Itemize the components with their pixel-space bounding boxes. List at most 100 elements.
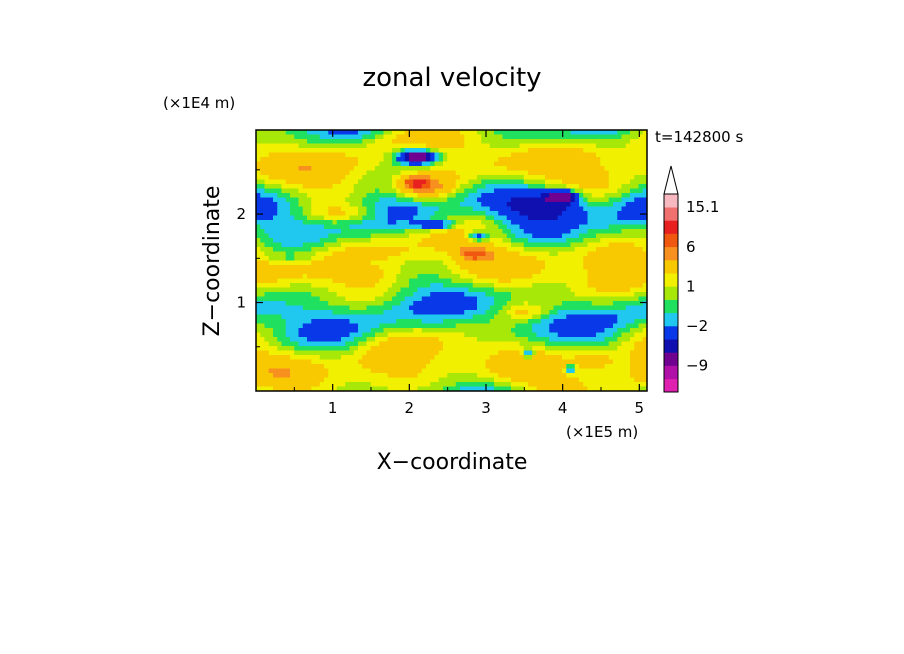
- contour-cell: [383, 323, 389, 329]
- contour-cell: [494, 287, 499, 293]
- contour-cell: [413, 202, 419, 208]
- contour-cell: [302, 346, 308, 352]
- contour-cell: [370, 220, 376, 226]
- contour-cell: [625, 301, 631, 307]
- contour-cell: [566, 359, 572, 365]
- contour-cell: [383, 260, 389, 266]
- contour-cell: [417, 247, 423, 253]
- contour-cell: [608, 274, 614, 280]
- contour-cell: [260, 310, 266, 316]
- contour-cell: [489, 341, 495, 347]
- contour-cell: [532, 310, 538, 316]
- contour-cell: [277, 278, 283, 284]
- contour-cell: [434, 229, 440, 235]
- contour-cell: [523, 215, 529, 221]
- contour-cell: [468, 242, 474, 248]
- contour-cell: [451, 283, 457, 289]
- contour-cell: [362, 256, 368, 262]
- contour-cell: [494, 292, 499, 298]
- contour-cell: [579, 364, 584, 370]
- contour-cell: [523, 161, 529, 167]
- contour-cell: [523, 314, 529, 320]
- contour-cell: [481, 148, 487, 154]
- contour-cell: [443, 215, 448, 221]
- contour-cell: [634, 305, 640, 311]
- contour-cell: [447, 215, 453, 221]
- contour-cell: [570, 359, 576, 365]
- contour-cell: [485, 157, 491, 163]
- contour-cell: [290, 269, 295, 275]
- contour-cell: [281, 157, 287, 163]
- contour-cell: [264, 296, 270, 302]
- contour-cell: [302, 184, 308, 190]
- contour-cell: [583, 130, 589, 136]
- contour-cell: [494, 139, 499, 145]
- contour-cell: [324, 152, 329, 158]
- contour-cell: [332, 283, 338, 289]
- contour-cell: [417, 301, 423, 307]
- contour-cell: [260, 265, 266, 271]
- contour-cell: [430, 274, 436, 280]
- contour-cell: [409, 319, 414, 325]
- contour-cell: [409, 238, 414, 244]
- contour-cell: [630, 350, 635, 356]
- contour-cell: [557, 274, 563, 280]
- contour-cell: [642, 170, 647, 176]
- contour-cell: [523, 323, 529, 329]
- contour-cell: [472, 220, 478, 226]
- contour-cell: [324, 193, 329, 199]
- contour-cell: [617, 310, 623, 316]
- contour-cell: [290, 229, 295, 235]
- contour-cell: [349, 233, 355, 239]
- contour-cell: [608, 229, 614, 235]
- contour-cell: [532, 350, 538, 356]
- contour-cell: [587, 242, 593, 248]
- contour-cell: [392, 139, 397, 145]
- contour-cell: [625, 314, 631, 320]
- contour-cell: [506, 301, 512, 307]
- contour-cell: [341, 247, 346, 253]
- contour-cell: [557, 283, 563, 289]
- contour-cell: [256, 341, 261, 347]
- contour-cell: [489, 157, 495, 163]
- contour-cell: [387, 220, 393, 226]
- contour-cell: [498, 197, 504, 203]
- contour-cell: [464, 269, 470, 275]
- contour-cell: [553, 161, 559, 167]
- contour-cell: [264, 157, 270, 163]
- contour-cell: [511, 265, 516, 271]
- contour-cell: [383, 341, 389, 347]
- contour-cell: [434, 337, 440, 343]
- contour-cell: [549, 341, 555, 347]
- contour-cell: [298, 328, 304, 334]
- contour-cell: [332, 238, 338, 244]
- contour-cell: [341, 328, 346, 334]
- contour-cell: [566, 220, 572, 226]
- contour-cell: [349, 328, 355, 334]
- contour-cell: [273, 359, 278, 365]
- contour-cell: [417, 188, 423, 194]
- contour-cell: [434, 346, 440, 352]
- contour-cell: [468, 206, 474, 212]
- contour-cell: [519, 355, 525, 361]
- contour-cell: [583, 139, 589, 145]
- contour-cell: [481, 130, 487, 136]
- contour-cell: [460, 359, 465, 365]
- contour-cell: [409, 323, 414, 329]
- contour-cell: [451, 364, 457, 370]
- contour-cell: [264, 305, 270, 311]
- contour-cell: [294, 359, 300, 365]
- contour-cell: [468, 130, 474, 136]
- contour-cell: [617, 350, 623, 356]
- contour-cell: [630, 368, 635, 374]
- contour-cell: [613, 134, 618, 140]
- contour-cell: [353, 242, 359, 248]
- contour-cell: [426, 310, 431, 316]
- contour-cell: [285, 265, 291, 271]
- contour-cell: [379, 161, 385, 167]
- contour-cell: [392, 206, 397, 212]
- contour-cell: [315, 274, 321, 280]
- contour-cell: [451, 175, 457, 181]
- contour-cell: [502, 242, 508, 248]
- contour-cell: [345, 350, 351, 356]
